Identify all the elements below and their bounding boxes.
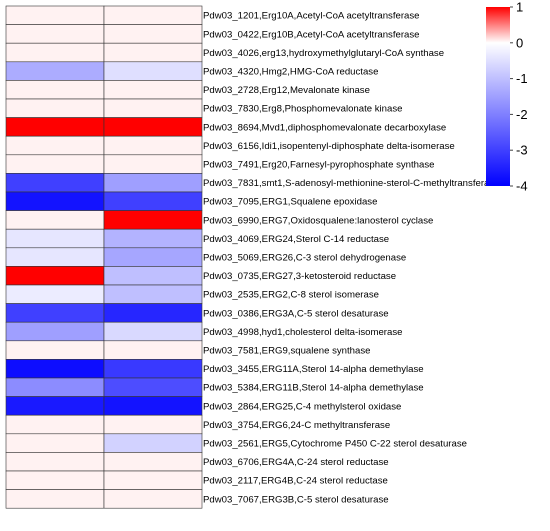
color-legend: 1 0 -1 -2 -3 -4 — [486, 0, 528, 194]
heatmap-cell — [103, 396, 203, 416]
heatmap-cell — [103, 359, 203, 379]
row-label: Pdw03_7095,ERG1,Squalene epoxidase — [203, 197, 377, 208]
heatmap-cell — [103, 24, 203, 44]
heatmap-cell — [103, 173, 203, 193]
row-label: Pdw03_6706,ERG4A,C-24 sterol reductase — [203, 457, 389, 468]
heatmap-cell — [103, 414, 203, 435]
heatmap-cell — [103, 340, 203, 360]
row-label: Pdw03_2728,Erg12,Mevalonate kinase — [203, 85, 370, 96]
legend-tick-label: -4 — [516, 179, 528, 194]
heatmap-cell — [5, 154, 105, 174]
row-labels: Pdw03_1201,Erg10A,Acetyl-CoA acetyltrans… — [203, 11, 494, 506]
row-label: Pdw03_7067,ERG3B,C-5 sterol desaturase — [203, 494, 389, 505]
row-label: Pdw03_7491,Erg20,Farnesyl-pyrophosphate … — [203, 160, 434, 171]
row-label: Pdw03_0735,ERG27,3-ketosteroid reductase — [203, 271, 396, 282]
row-label: Pdw03_8694,Mvd1,diphosphomevalonate deca… — [203, 122, 446, 133]
heatmap-cell — [5, 191, 105, 211]
row-label: Pdw03_7830,Erg8,Phosphomevalonate kinase — [203, 104, 402, 115]
heatmap-cell — [103, 452, 203, 472]
row-label: Pdw03_6156,Idi1,isopentenyl-diphosphate … — [203, 141, 455, 152]
row-label: Pdw03_0422,Erg10B,Acetyl-CoA acetyltrans… — [203, 29, 420, 40]
heatmap-cell — [103, 5, 203, 25]
row-label: Pdw03_5384,ERG11B,Sterol 14-alpha demeth… — [203, 383, 424, 394]
row-label: Pdw03_3754,ERG6,24-C methyltransferase — [203, 420, 390, 431]
heatmap-cell — [103, 61, 203, 81]
heatmap-cell — [103, 154, 203, 174]
row-label: Pdw03_3455,ERG11A,Sterol 14-alpha demeth… — [203, 364, 424, 375]
heatmap-cell — [103, 284, 203, 304]
heatmap-cell — [103, 42, 203, 63]
row-label: Pdw03_2864,ERG25,C-4 methylsterol oxidas… — [203, 401, 401, 412]
row-label: Pdw03_2535,ERG2,C-8 sterol isomerase — [203, 290, 379, 301]
heatmap-cell — [5, 321, 105, 342]
row-label: Pdw03_1201,Erg10A,Acetyl-CoA acetyltrans… — [203, 11, 420, 22]
heatmap-cell — [5, 266, 105, 286]
row-label: Pdw03_0386,ERG3A,C-5 sterol desaturase — [203, 308, 389, 319]
heatmap-cell — [5, 303, 105, 323]
legend-tick-label: -1 — [516, 71, 528, 86]
row-label: Pdw03_2117,ERG4B,C-24 sterol reductase — [203, 476, 388, 487]
heatmap-cell — [103, 303, 203, 323]
heatmap-cell — [5, 228, 105, 249]
heatmap-cell — [103, 433, 203, 453]
row-label: Pdw03_4069,ERG24,Sterol C-14 reductase — [203, 234, 389, 245]
heatmap-cell — [5, 24, 105, 44]
heatmap-cell — [103, 247, 203, 267]
heatmap-cell — [5, 5, 105, 25]
heatmap-cell — [5, 247, 105, 267]
heatmap-cell — [5, 284, 105, 304]
heatmap-cell — [5, 359, 105, 379]
heatmap-cell — [5, 135, 105, 156]
heatmap-cell — [103, 98, 203, 118]
heatmap-cell — [5, 210, 105, 230]
heatmap-cell — [103, 135, 203, 156]
heatmap-cell — [103, 489, 203, 509]
heatmap-cell — [103, 377, 203, 397]
heatmap-cell — [5, 452, 105, 472]
heatmap-cell — [5, 433, 105, 453]
row-label: Pdw03_4998,hyd1,cholesterol delta-isomer… — [203, 327, 402, 338]
row-label: Pdw03_5069,ERG26,C-3 sterol dehydrogenas… — [203, 253, 406, 264]
heatmap-cell — [103, 228, 203, 249]
heatmap-cell — [103, 80, 203, 100]
heatmap-cell — [5, 42, 105, 63]
heatmap-cell — [5, 377, 105, 397]
heatmap-cell — [5, 117, 105, 137]
row-label: Pdw03_2561,ERG5,Cytochrome P450 C-22 ste… — [203, 439, 467, 450]
heatmap-cell — [5, 61, 105, 81]
heatmap-cell — [103, 266, 203, 286]
heatmap-cell — [103, 321, 203, 342]
row-label: Pdw03_4320,Hmg2,HMG-CoA reductase — [203, 67, 378, 78]
heatmap-cell — [103, 210, 203, 230]
heatmap-cell — [5, 396, 105, 416]
row-label: Pdw03_7831,smt1,S-adenosyl-methionine-st… — [203, 178, 494, 189]
heatmap-cells — [5, 5, 203, 509]
legend-tick-label: -3 — [516, 143, 528, 158]
legend-tick-label: 0 — [516, 35, 523, 50]
heatmap-cell — [103, 117, 203, 137]
heatmap-cell — [5, 98, 105, 118]
heatmap-cell — [103, 470, 203, 490]
heatmap-cell — [5, 340, 105, 360]
heatmap-cell — [5, 470, 105, 490]
row-label: Pdw03_6990,ERG7,Oxidosqualene:lanosterol… — [203, 215, 433, 226]
heatmap-cell — [5, 489, 105, 509]
color-scale-ticks: 1 0 -1 -2 -3 -4 — [510, 0, 528, 194]
heatmap-cell — [5, 414, 105, 435]
color-scale-bar — [486, 7, 510, 186]
heatmap-cell — [5, 173, 105, 193]
legend-tick-label: 1 — [516, 0, 523, 15]
heatmap-cell — [103, 191, 203, 211]
heatmap-cell — [5, 80, 105, 100]
row-label: Pdw03_7581,ERG9,squalene synthase — [203, 346, 370, 357]
legend-tick-label: -2 — [516, 107, 528, 122]
row-label: Pdw03_4026,erg13,hydroxymethylglutaryl-C… — [203, 48, 444, 59]
